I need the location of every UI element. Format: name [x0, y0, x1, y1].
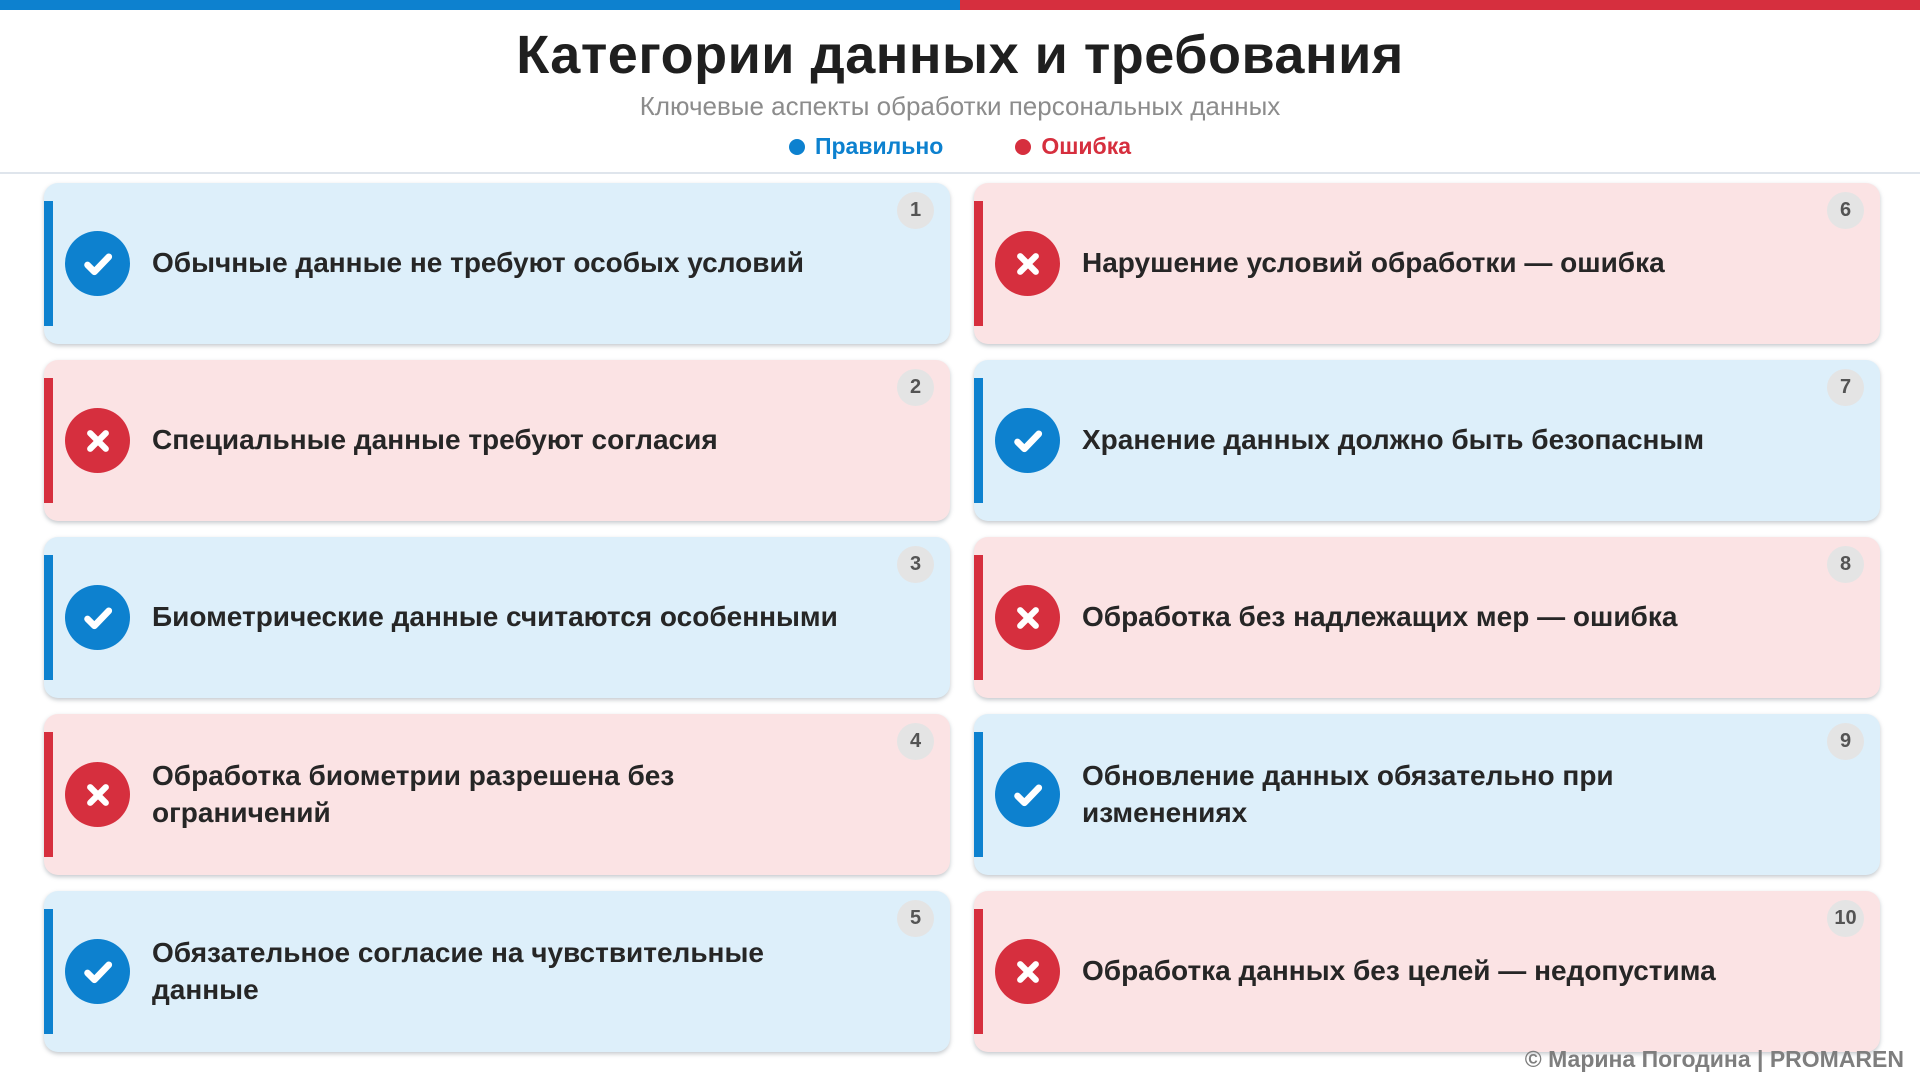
page-header: Категории данных и требования Ключевые а… — [0, 10, 1920, 175]
card-accent-bar — [974, 732, 983, 858]
legend-correct-label: Правильно — [814, 133, 944, 160]
legend-error-label: Ошибка — [1041, 133, 1132, 160]
card-2-error: Специальные данные требуют согласия 2 — [44, 360, 950, 522]
card-accent-bar — [44, 909, 53, 1035]
card-7-correct: Хранение данных должно быть безопасным 7 — [974, 360, 1880, 522]
card-text: Биометрические данные считаются особенны… — [152, 601, 838, 633]
card-text: Нарушение условий обработки — ошибка — [1082, 247, 1665, 279]
card-3-correct: Биометрические данные считаются особенны… — [44, 537, 950, 699]
card-text: Специальные данные требуют согласия — [152, 424, 718, 456]
legend-item-correct: Правильно — [788, 133, 944, 160]
status-circle — [995, 408, 1060, 474]
red-dot-icon — [1015, 138, 1032, 155]
card-number-badge: 8 — [1827, 546, 1864, 584]
cards-grid: Обычные данные не требуют особых условий… — [44, 183, 1880, 1053]
card-accent-bar — [974, 555, 983, 681]
card-accent-bar — [974, 201, 983, 327]
card-9-correct: Обновление данных обязательно при измене… — [974, 714, 1880, 876]
status-circle — [65, 585, 130, 651]
card-5-correct: Обязательное согласие на чувствительные … — [44, 891, 950, 1053]
page-subtitle: Ключевые аспекты обработки персональных … — [639, 91, 1281, 122]
card-accent-bar — [44, 201, 53, 327]
check-icon — [83, 961, 112, 983]
card-number-badge: 7 — [1827, 369, 1864, 407]
card-8-error: Обработка без надлежащих мер — ошибка 8 — [974, 537, 1880, 699]
legend-item-error: Ошибка — [1015, 133, 1131, 160]
card-number-badge: 6 — [1827, 192, 1864, 230]
card-number-badge: 3 — [897, 546, 934, 584]
card-number-badge: 10 — [1827, 900, 1864, 938]
card-text: Хранение данных должно быть безопасным — [1082, 424, 1705, 456]
card-number-badge: 4 — [897, 723, 934, 761]
top-bar-red-segment — [960, 0, 1920, 10]
card-number-badge: 1 — [897, 192, 934, 230]
x-icon — [86, 429, 109, 452]
header-divider — [0, 172, 1920, 175]
card-text: Обработка без надлежащих мер — ошибка — [1082, 601, 1678, 633]
status-circle — [995, 231, 1060, 297]
top-bar-blue-segment — [0, 0, 960, 10]
top-accent-bar — [0, 0, 1920, 10]
card-text: Обработка биометрии разрешена без ограни… — [152, 760, 675, 828]
status-circle — [65, 408, 130, 474]
check-icon — [83, 253, 112, 275]
card-number-badge: 9 — [1827, 723, 1864, 761]
x-icon — [86, 783, 109, 806]
x-icon — [1016, 252, 1039, 275]
status-circle — [65, 939, 130, 1005]
x-icon — [1016, 606, 1039, 629]
status-circle — [65, 762, 130, 828]
page-title: Категории данных и требования — [516, 25, 1404, 85]
card-number-badge: 5 — [897, 900, 934, 938]
check-icon — [1013, 430, 1042, 452]
card-text: Обновление данных обязательно при измене… — [1082, 760, 1614, 828]
card-text: Обязательное согласие на чувствительные … — [152, 937, 764, 1005]
status-circle — [995, 762, 1060, 828]
check-icon — [83, 607, 112, 629]
card-number-badge: 2 — [897, 369, 934, 407]
card-accent-bar — [44, 378, 53, 504]
status-circle — [995, 585, 1060, 651]
x-icon — [1016, 960, 1039, 983]
card-accent-bar — [44, 555, 53, 681]
card-6-error: Нарушение условий обработки — ошибка 6 — [974, 183, 1880, 345]
status-circle — [65, 231, 130, 297]
card-text: Обработка данных без целей — недопустима — [1082, 955, 1716, 987]
status-circle — [995, 939, 1060, 1005]
card-accent-bar — [974, 909, 983, 1035]
card-text: Обычные данные не требуют особых условий — [152, 247, 804, 279]
card-accent-bar — [974, 378, 983, 504]
card-10-error: Обработка данных без целей — недопустима… — [974, 891, 1880, 1053]
card-accent-bar — [44, 732, 53, 858]
blue-dot-icon — [788, 138, 805, 155]
legend: Правильно Ошибка — [0, 133, 1920, 160]
check-icon — [1013, 784, 1042, 806]
card-1-correct: Обычные данные не требуют особых условий… — [44, 183, 950, 345]
footer-credit: © Марина Погодина | PROMAREN — [1524, 1046, 1904, 1072]
card-4-error: Обработка биометрии разрешена без ограни… — [44, 714, 950, 876]
